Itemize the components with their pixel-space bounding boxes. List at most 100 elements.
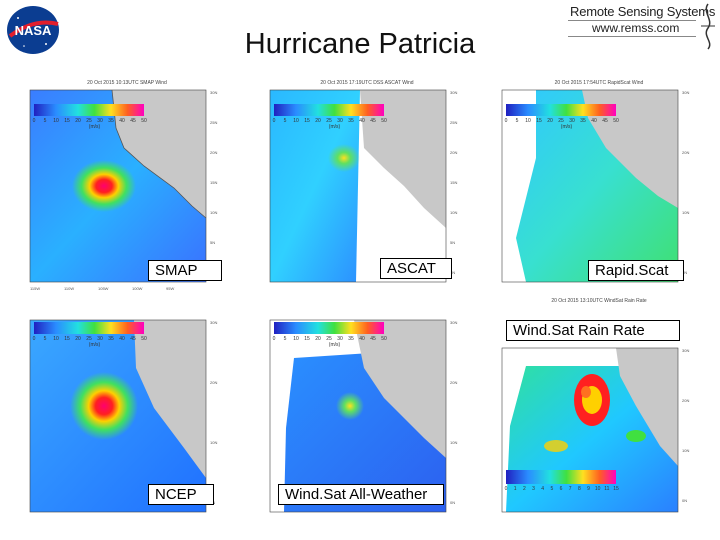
label-ascat: ASCAT	[380, 258, 452, 279]
svg-text:100W: 100W	[132, 286, 143, 291]
colorbar-tick-label: 5	[44, 336, 47, 342]
colorbar-tick-label: 45	[602, 118, 608, 124]
colorbar-tick-label: 8	[578, 486, 581, 492]
panel-smap: 20 Oct 2015 10:13UTC SMAP Wind 30N 25N 20N…	[24, 78, 230, 294]
label-smap: SMAP	[148, 260, 222, 281]
panel-ascat: 20 Oct 2015 17:19UTC DSS ASCAT Wind 30N 2…	[264, 78, 470, 294]
page-title: Hurricane Patricia	[244, 28, 476, 60]
colorbar-tick-label: 40	[119, 118, 125, 124]
svg-text:115W: 115W	[30, 286, 40, 291]
colorbar-tick-label: 35	[580, 118, 586, 124]
map-title-rapidscat: 20 Oct 2015 17:54UTC RapidScat Wind	[554, 80, 644, 86]
svg-text:10N: 10N	[682, 448, 689, 453]
label-windsat-rainrate: Wind.Sat Rain Rate	[506, 320, 680, 341]
svg-text:10N: 10N	[682, 210, 689, 215]
colorbar-tick-label: 5	[516, 118, 519, 124]
svg-text:30N: 30N	[210, 90, 217, 95]
colorbar-unit: (m/s)	[89, 124, 101, 130]
colorbar-tick-label: 0	[273, 336, 276, 342]
svg-text:10N: 10N	[210, 210, 217, 215]
svg-text:30N: 30N	[682, 90, 689, 95]
colorbar-tick-label: 5	[284, 336, 287, 342]
colorbar-tick-label: 50	[381, 336, 387, 342]
panel-rapidscat: 20 Oct 2015 17:54UTC RapidScat Wind 30N 2…	[496, 78, 702, 294]
colorbar-tick-label: 0	[33, 118, 36, 124]
colorbar-tick-label: 7	[569, 486, 572, 492]
svg-text:30N: 30N	[682, 348, 689, 353]
colorbar-tick-label: 20	[315, 118, 321, 124]
panel-windsat-allweather: 30N 20N 10N 0N 0 5 10 15 20 25 30 35 40 45 50 (m/s) Wi…	[264, 308, 470, 524]
svg-text:20N: 20N	[450, 150, 457, 155]
colorbar-tick-label: 25	[86, 336, 92, 342]
colorbar-tick-label: 5	[44, 118, 47, 124]
colorbar-tick-label: 10	[53, 118, 59, 124]
colorbar-tick-label: 5	[550, 486, 553, 492]
svg-text:0N: 0N	[682, 498, 687, 503]
colorbar-unit: (m/s)	[561, 124, 573, 130]
colorbar-tick-label: 25	[326, 336, 332, 342]
colorbar-tick-label: 30	[337, 336, 343, 342]
colorbar-tick-label: 45	[370, 336, 376, 342]
label-windsat-allweather: Wind.Sat All-Weather	[278, 484, 444, 505]
colorbar	[274, 322, 384, 334]
colorbar-tick-label: 45	[130, 336, 136, 342]
colorbar-tick-label: 0	[273, 118, 276, 124]
colorbar	[34, 104, 144, 116]
colorbar-tick-label: 0	[505, 118, 508, 124]
colorbar-unit: (m/s)	[329, 124, 341, 130]
colorbar-unit: (m/s)	[329, 342, 341, 348]
colorbar-tick-label: 20	[75, 118, 81, 124]
colorbar-tick-label: 40	[119, 336, 125, 342]
svg-text:0N: 0N	[682, 270, 687, 275]
colorbar-tick-label: 6	[560, 486, 563, 492]
colorbar-tick-label: 35	[348, 118, 354, 124]
colorbar-tick-label: 3	[532, 486, 535, 492]
colorbar-tick-label: 40	[359, 118, 365, 124]
colorbar-tick-label: 20	[547, 118, 553, 124]
colorbar-tick-label: 35	[108, 118, 114, 124]
svg-text:30N: 30N	[450, 320, 457, 325]
colorbar-unit: (m/s)	[89, 342, 101, 348]
map-title-ascat: 20 Oct 2015 17:19UTC DSS ASCAT Wind	[320, 80, 414, 86]
colorbar-tick-label: 30	[97, 336, 103, 342]
colorbar-tick-label: 15	[64, 336, 70, 342]
colorbar-tick-label: 45	[130, 118, 136, 124]
svg-text:10N: 10N	[450, 440, 457, 445]
colorbar	[506, 104, 616, 116]
svg-text:0N: 0N	[450, 500, 455, 505]
colorbar-tick-label: 15	[613, 486, 619, 492]
label-ncep: NCEP	[148, 484, 214, 505]
map-title-smap: 20 Oct 2015 10:13UTC SMAP Wind	[87, 80, 167, 86]
colorbar-tick-label: 30	[569, 118, 575, 124]
svg-text:0N: 0N	[450, 270, 455, 275]
colorbar-tick-label: 4	[541, 486, 544, 492]
panel-windsat-rainrate: 20 Oct 2015 13:10UTC WindSat Rain Rate 3…	[496, 296, 702, 524]
svg-text:10N: 10N	[450, 210, 457, 215]
colorbar-tick-label: 2	[523, 486, 526, 492]
rss-swirl-icon	[701, 3, 715, 50]
colorbar-tick-label: 5	[284, 118, 287, 124]
svg-text:5N: 5N	[210, 240, 215, 245]
colorbar-tick-label: 35	[348, 336, 354, 342]
svg-text:30N: 30N	[210, 320, 217, 325]
colorbar	[274, 104, 384, 116]
colorbar-tick-label: 15	[304, 336, 310, 342]
colorbar-tick-label: 50	[613, 118, 619, 124]
colorbar-tick-label: 20	[315, 336, 321, 342]
colorbar-tick-label: 9	[587, 486, 590, 492]
svg-text:20N: 20N	[210, 380, 217, 385]
label-rapidscat: Rapid.Scat	[588, 260, 684, 281]
colorbar-tick-label: 11	[604, 486, 609, 492]
svg-text:20N: 20N	[682, 398, 689, 403]
svg-text:25N: 25N	[210, 120, 217, 125]
svg-text:105W: 105W	[98, 286, 109, 291]
colorbar-tick-label: 30	[337, 118, 343, 124]
colorbar-tick-label: 0	[33, 336, 36, 342]
svg-text:20N: 20N	[682, 150, 689, 155]
nasa-wordmark: NASA	[15, 23, 52, 38]
colorbar	[506, 470, 616, 484]
svg-text:25N: 25N	[450, 120, 457, 125]
svg-text:95W: 95W	[166, 286, 174, 291]
colorbar-tick-label: 10	[293, 118, 299, 124]
